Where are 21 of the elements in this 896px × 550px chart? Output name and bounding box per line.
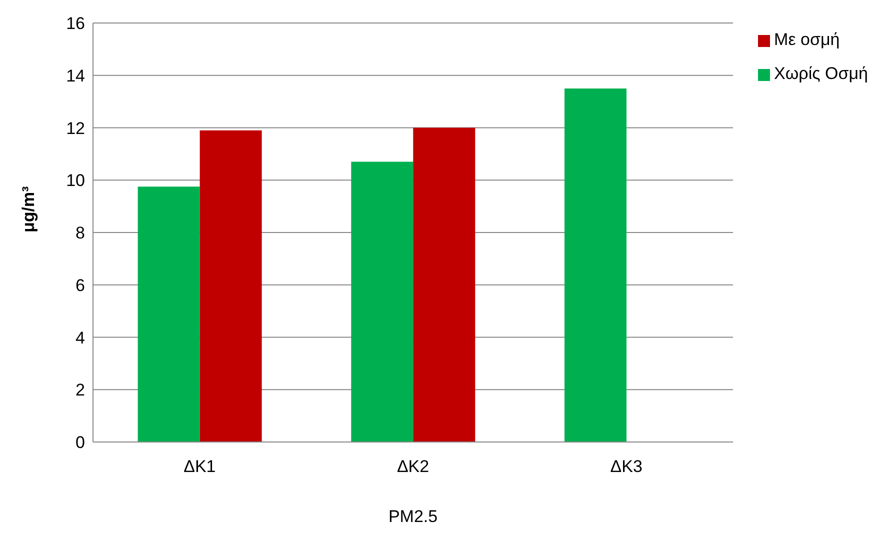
- bar: [413, 128, 476, 442]
- y-tick-label: 2: [76, 380, 85, 400]
- x-tick-label: ΔΚ2: [396, 457, 430, 476]
- x-axis-title: PM2.5: [388, 507, 438, 526]
- y-tick-label: 14: [66, 66, 85, 86]
- y-tick-label: 4: [76, 328, 85, 348]
- bar: [138, 186, 200, 442]
- y-tick-label: 12: [66, 118, 85, 138]
- bar: [200, 130, 262, 442]
- legend-label: Χωρίς Οσμή: [774, 64, 868, 83]
- y-axis-title: μg/m³: [19, 186, 38, 232]
- y-tick-label: 16: [66, 14, 85, 34]
- y-tick-label: 10: [66, 171, 85, 190]
- bar: [564, 88, 626, 442]
- x-tick-label: ΔΚ3: [610, 457, 642, 476]
- y-tick-label: 6: [76, 276, 85, 295]
- x-tick-label: ΔΚ1: [184, 457, 216, 476]
- y-tick-label: 8: [76, 224, 85, 243]
- bar: [351, 162, 414, 442]
- legend-label: Με οσμή: [774, 30, 840, 49]
- y-tick-label: 0: [76, 433, 85, 452]
